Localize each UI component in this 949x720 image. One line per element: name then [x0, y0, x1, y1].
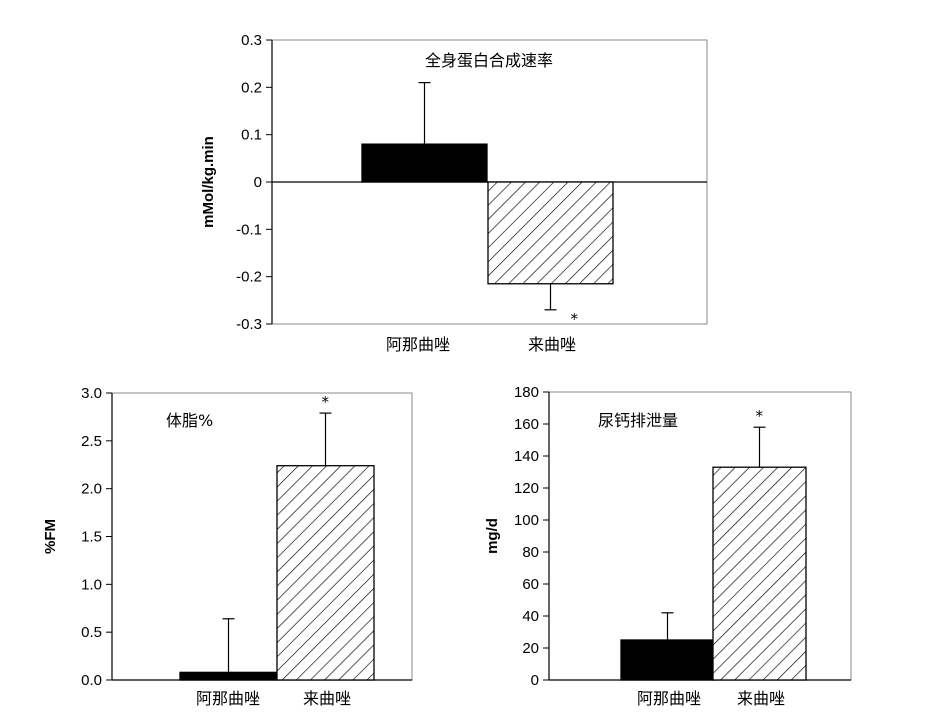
- y-tick-label: 40: [522, 608, 539, 625]
- bar-2: [487, 181, 614, 285]
- y-tick-label: 0: [254, 174, 262, 191]
- y-tick-label: 3.0: [81, 385, 102, 402]
- bar-2: [276, 465, 375, 681]
- y-tick-label: -0.1: [236, 221, 262, 238]
- y-tick-label: 0: [531, 672, 539, 689]
- chart-title: 体脂%: [166, 411, 213, 430]
- y-tick-label: 60: [522, 576, 539, 593]
- chart-panel-1: 0.3 0.2 0.1 0 -0.1 -0.2 -0.3 mMol/kg.min 全身蛋白合成速…: [200, 32, 708, 354]
- bar-1: [179, 671, 278, 681]
- y-tick-label: 180: [514, 384, 539, 401]
- y-axis-label: mg/d: [484, 518, 501, 554]
- chart-title: 全身蛋白合成速率: [425, 51, 553, 70]
- y-tick-label: 1.5: [81, 529, 102, 546]
- category-label: 阿那曲唑: [196, 689, 260, 708]
- category-label: 阿那曲唑: [637, 689, 701, 708]
- y-tick-label: 100: [514, 512, 539, 529]
- bar-1: [620, 639, 715, 681]
- chart-title: 尿钙排泄量: [598, 411, 678, 430]
- y-axis-label: %FM: [42, 519, 59, 554]
- y-tick-label: -0.3: [236, 316, 262, 333]
- y-tick-label: 20: [522, 640, 539, 657]
- y-tick-label: 0.2: [241, 79, 262, 96]
- y-tick-label: 1.0: [81, 576, 102, 593]
- y-tick-label: 160: [514, 416, 539, 433]
- y-tick-label: 120: [514, 480, 539, 497]
- y-tick-label: 0.5: [81, 624, 102, 641]
- category-label: 来曲唑: [528, 335, 576, 354]
- y-tick-label: 2.0: [81, 481, 102, 498]
- significance-marker: *: [322, 393, 330, 411]
- y-tick-label: 80: [522, 544, 539, 561]
- y-tick-label: -0.2: [236, 269, 262, 286]
- category-label: 来曲唑: [737, 689, 785, 708]
- chart-panel-2: 3.0 2.5 2.0 1.5 1.0 0.5 0.0 %FM 体脂% 阿那曲唑 * 来曲唑: [42, 385, 413, 708]
- y-tick-label: 0.0: [81, 672, 102, 689]
- category-label: 阿那曲唑: [386, 335, 450, 354]
- y-axis-label: mMol/kg.min: [200, 136, 217, 228]
- category-label: 来曲唑: [303, 689, 351, 708]
- bar-1: [361, 143, 488, 183]
- y-tick-label: 2.5: [81, 433, 102, 450]
- y-tick-label: 0.1: [241, 127, 262, 144]
- significance-marker: *: [756, 407, 764, 425]
- significance-marker: *: [571, 310, 579, 328]
- y-tick-label: 140: [514, 448, 539, 465]
- y-tick-label: 0.3: [241, 32, 262, 49]
- bar-2: [712, 466, 807, 681]
